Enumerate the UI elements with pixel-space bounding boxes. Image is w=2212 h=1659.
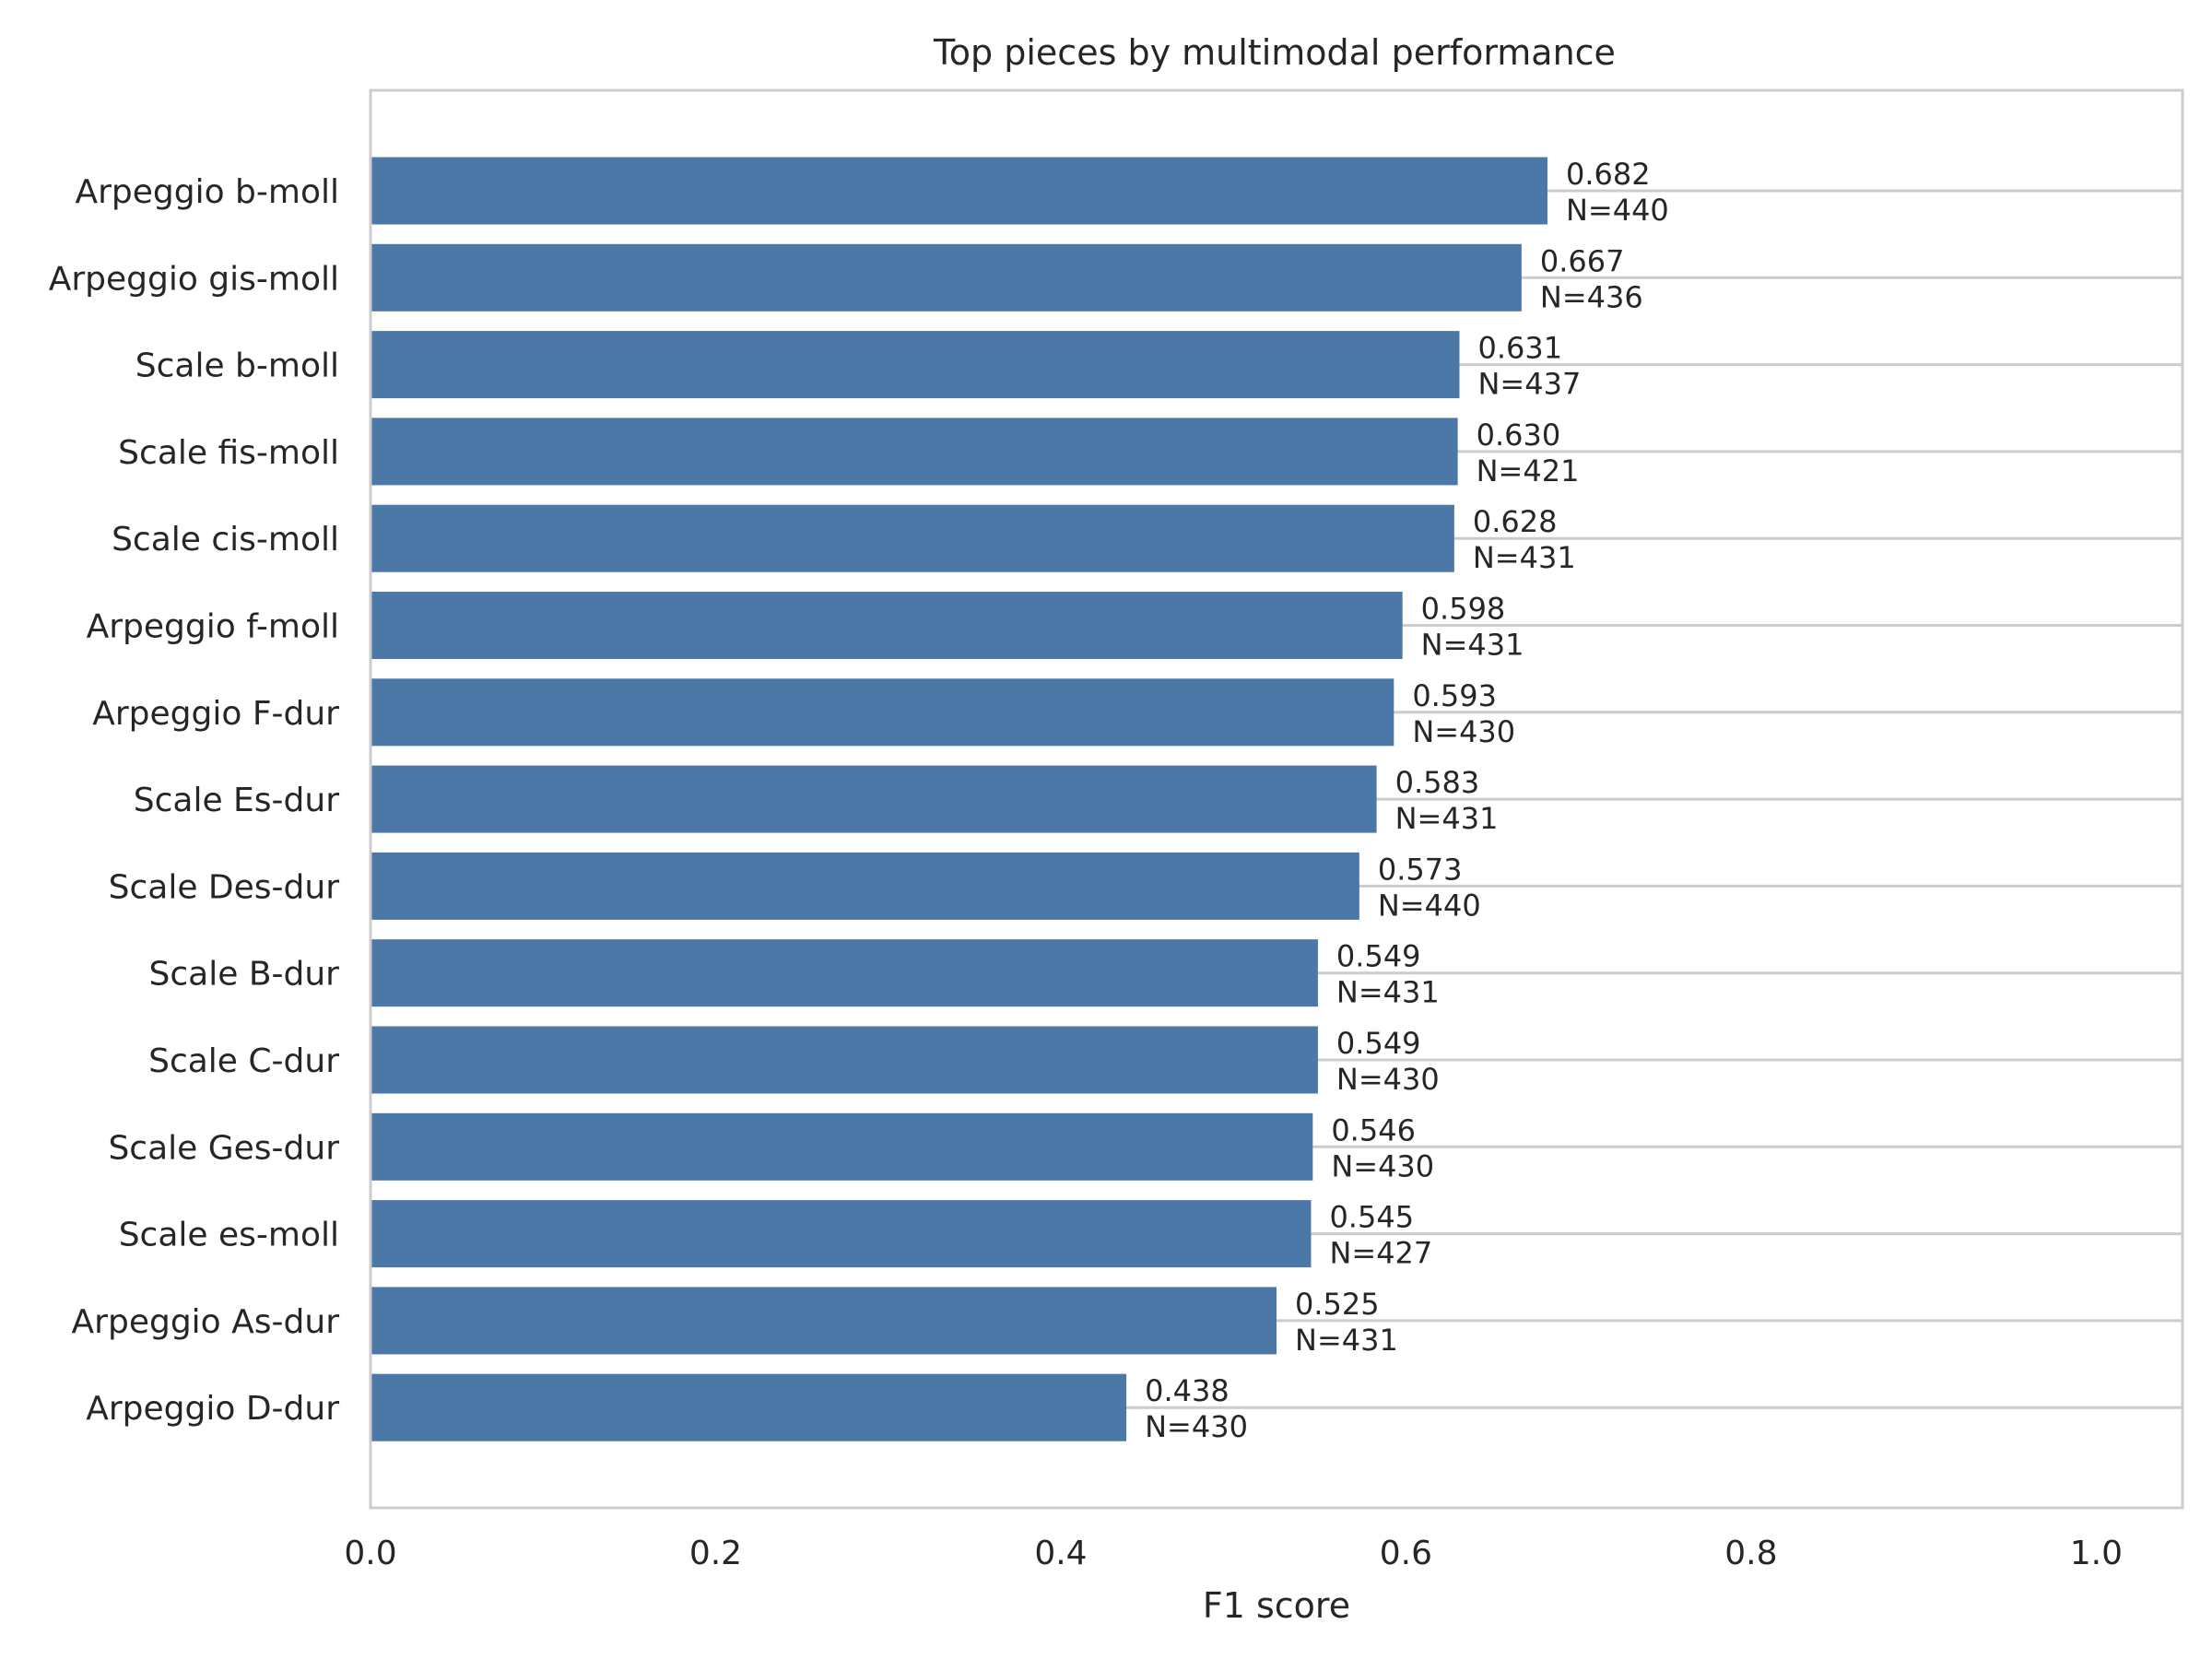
bar-count-label: N=431: [1395, 801, 1499, 836]
bar: [371, 331, 1460, 399]
plot-frame: [369, 88, 2184, 1510]
bar-value-label: 0.549: [1336, 1026, 1421, 1061]
bar-count-label: N=431: [1473, 540, 1576, 575]
bar-value-label: 0.682: [1566, 157, 1651, 192]
data-labels: 0.682N=4400.667N=4360.631N=4370.630N=421…: [1145, 157, 1669, 1444]
y-tick-label: Scale C-dur: [148, 1042, 339, 1080]
bar-value-label: 0.438: [1145, 1373, 1230, 1408]
y-tick-labels: Arpeggio b-moll Arpeggio gis-moll Scale b-…: [49, 173, 340, 1428]
bar-count-label: N=436: [1540, 279, 1643, 314]
x-tick-label: 0.4: [1034, 1535, 1087, 1572]
y-tick-label: Scale b-moll: [135, 347, 339, 385]
bar-count-label: N=430: [1145, 1409, 1248, 1444]
bar-value-label: 0.583: [1395, 765, 1480, 800]
bars: [371, 157, 1547, 1441]
bar-value-label: 0.598: [1421, 592, 1506, 627]
y-tick-label: Arpeggio f-moll: [87, 608, 339, 646]
bar: [371, 157, 1547, 225]
bar: [371, 243, 1522, 312]
y-tick-label: Arpeggio D-dur: [86, 1390, 339, 1428]
bar-value-label: 0.628: [1473, 504, 1558, 539]
bar-value-label: 0.545: [1329, 1200, 1414, 1235]
x-tick-label: 0.0: [344, 1535, 396, 1572]
y-tick-label: Scale fis-moll: [118, 434, 339, 472]
bar: [371, 765, 1377, 833]
bar: [371, 678, 1394, 747]
y-tick-label: Scale cis-moll: [112, 521, 339, 559]
y-tick-label: Scale Es-dur: [134, 782, 339, 819]
x-tick-labels: 0.0 0.2 0.4 0.6 0.8 1.0: [344, 1535, 2123, 1572]
bar-value-label: 0.573: [1378, 852, 1463, 887]
y-tick-label: Arpeggio As-dur: [72, 1303, 340, 1341]
y-tick-label: Arpeggio gis-moll: [49, 260, 339, 298]
bar-count-label: N=430: [1336, 1062, 1440, 1097]
bar: [371, 504, 1454, 572]
chart-title: Top pieces by multimodal performance: [933, 32, 1616, 73]
y-tick-label: Scale Ges-dur: [108, 1129, 339, 1167]
bar: [371, 418, 1458, 486]
x-tick-label: 0.8: [1724, 1535, 1777, 1572]
y-tick-label: Scale B-dur: [149, 956, 340, 994]
y-tick-label: Scale es-moll: [119, 1217, 339, 1254]
bar-count-label: N=421: [1477, 453, 1580, 488]
x-tick-label: 0.6: [1380, 1535, 1432, 1572]
y-tick-label: Scale Des-dur: [109, 868, 340, 906]
bar: [371, 1287, 1277, 1355]
bar-value-label: 0.549: [1336, 939, 1421, 974]
bar: [371, 1112, 1313, 1181]
bar-count-label: N=437: [1477, 367, 1581, 402]
y-tick-label: Arpeggio F-dur: [92, 695, 339, 733]
bar: [371, 939, 1318, 1007]
x-tick-label: 0.2: [689, 1535, 742, 1572]
bar-value-label: 0.546: [1331, 1112, 1416, 1147]
bar-count-label: N=431: [1336, 975, 1440, 1010]
y-tick-label: Arpeggio b-moll: [75, 173, 339, 211]
bar-count-label: N=431: [1421, 628, 1524, 663]
bar-value-label: 0.593: [1412, 678, 1497, 713]
bar: [371, 592, 1403, 659]
bar: [371, 852, 1359, 920]
bar-count-label: N=431: [1295, 1323, 1398, 1358]
bar-count-label: N=427: [1329, 1236, 1432, 1271]
x-axis-label: F1 score: [1203, 1585, 1350, 1626]
bar-value-label: 0.631: [1477, 331, 1562, 366]
bar-count-label: N=440: [1566, 193, 1669, 228]
bar-count-label: N=430: [1412, 714, 1515, 749]
bar-count-label: N=440: [1378, 888, 1481, 923]
bar-value-label: 0.525: [1295, 1287, 1380, 1322]
bar: [371, 1026, 1318, 1094]
bar-value-label: 0.630: [1477, 418, 1561, 453]
bar-value-label: 0.667: [1540, 243, 1625, 278]
bar: [371, 1373, 1127, 1441]
bar: [371, 1200, 1312, 1268]
x-tick-label: 1.0: [2070, 1535, 2123, 1572]
bar-count-label: N=430: [1331, 1148, 1434, 1183]
